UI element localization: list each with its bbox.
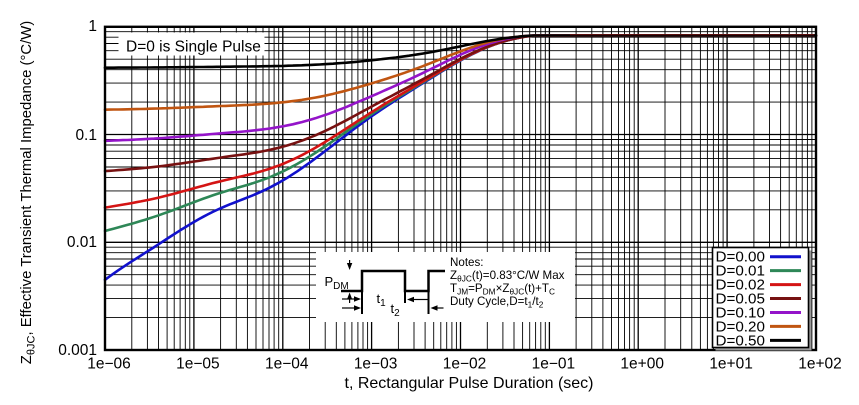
svg-text:1e+00: 1e+00 bbox=[620, 356, 664, 373]
svg-text:D=0 is Single Pulse: D=0 is Single Pulse bbox=[126, 39, 261, 56]
svg-text:1e−02: 1e−02 bbox=[443, 356, 487, 373]
svg-text:D=0.50: D=0.50 bbox=[716, 332, 765, 349]
svg-text:D=0.05: D=0.05 bbox=[716, 291, 765, 308]
svg-text:0.001: 0.001 bbox=[58, 342, 97, 359]
svg-text:1e+01: 1e+01 bbox=[709, 356, 753, 373]
svg-text:0.01: 0.01 bbox=[67, 234, 97, 251]
svg-text:Notes:: Notes: bbox=[450, 256, 484, 269]
svg-text:ZθJC(t)=0.83°C/W Max: ZθJC(t)=0.83°C/W Max bbox=[450, 269, 565, 284]
svg-text:t1: t1 bbox=[377, 291, 387, 309]
svg-text:TJM=PDM×ZθJC(t)+TC: TJM=PDM×ZθJC(t)+TC bbox=[450, 282, 555, 297]
svg-text:t2: t2 bbox=[391, 301, 401, 319]
svg-text:1e−04: 1e−04 bbox=[265, 356, 309, 373]
svg-text:t, Rectangular Pulse Duration: t, Rectangular Pulse Duration (sec) bbox=[345, 375, 594, 392]
svg-text:1: 1 bbox=[88, 18, 97, 35]
svg-text:1e−06: 1e−06 bbox=[87, 356, 131, 373]
svg-text:D=0.00: D=0.00 bbox=[716, 249, 765, 266]
svg-text:1e+02: 1e+02 bbox=[798, 356, 842, 373]
svg-text:D=0.01: D=0.01 bbox=[716, 263, 765, 280]
svg-text:1e−05: 1e−05 bbox=[176, 356, 220, 373]
svg-text:Duty Cycle,D=t1/t2: Duty Cycle,D=t1/t2 bbox=[450, 295, 544, 310]
svg-text:0.1: 0.1 bbox=[75, 127, 97, 144]
svg-text:D=0.02: D=0.02 bbox=[716, 277, 765, 294]
svg-text:1e−03: 1e−03 bbox=[354, 356, 398, 373]
svg-text:D=0.20: D=0.20 bbox=[716, 318, 765, 335]
svg-text:ZθJC, Effective Transient Ther: ZθJC, Effective Transient Thermal Impeda… bbox=[19, 21, 38, 364]
svg-text:1e−01: 1e−01 bbox=[532, 356, 576, 373]
svg-text:D=0.10: D=0.10 bbox=[716, 305, 765, 322]
